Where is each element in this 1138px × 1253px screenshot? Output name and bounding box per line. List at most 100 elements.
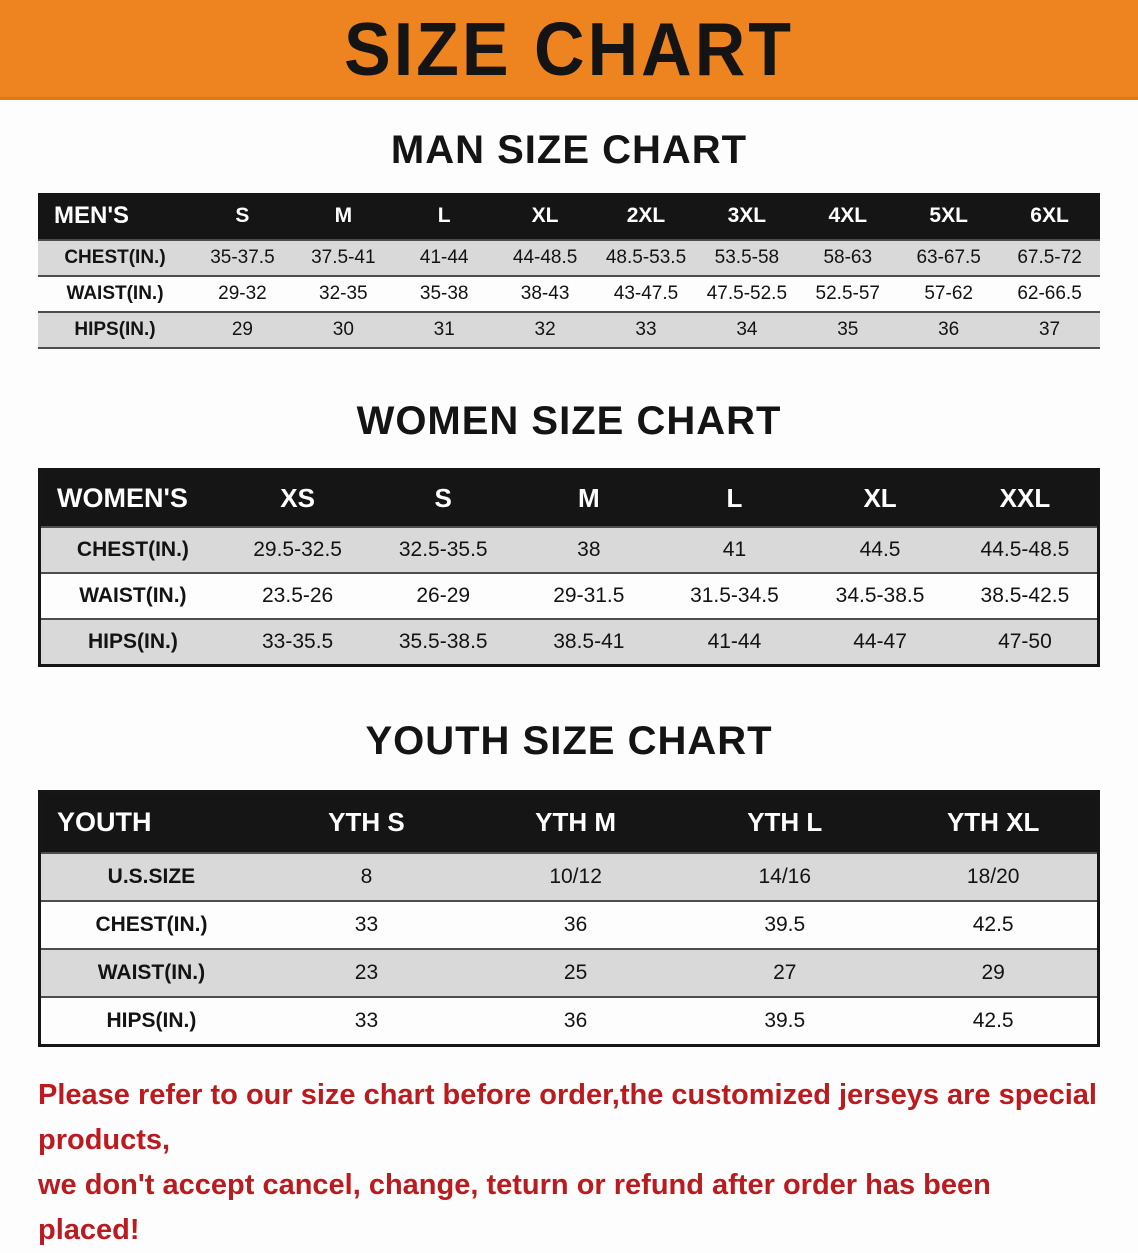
size-value-cell: 30 [332,319,354,340]
table-row: CHEST(IN.) 33 36 39.5 42.5 [39,901,1099,949]
size-value-cell: 23.5-26 [262,584,334,607]
size-value-cell: 14/16 [758,865,812,888]
measurement-label-cell: WAIST(IN.) [79,584,187,607]
size-column-header: 5XL [898,193,1000,240]
table-row: HIPS(IN.) 33-35.5 35.5-38.5 38.5-41 41-44 44-… [39,619,1099,666]
size-value-cell: 44-48.5 [512,247,578,268]
youth-size-section: YOUTH SIZE CHART YOUTH YTH S YTH M YTH L YTH… [0,719,1138,1047]
size-value-cell: 44.5-48.5 [980,538,1070,561]
size-value-cell: 41-44 [419,247,469,268]
size-column-header: YTH S [261,791,472,853]
size-column-header: M [292,193,394,240]
table-header-row: YOUTH YTH S YTH M YTH L YTH XL [39,791,1099,853]
measurement-label-cell: CHEST(IN.) [76,538,189,561]
measurement-label-cell: WAIST(IN.) [66,283,164,304]
size-column-header: XL [807,469,953,527]
size-value-cell: 36 [563,1009,588,1032]
size-value-cell: 38.5-41 [553,630,625,653]
size-value-cell: 23 [354,961,379,984]
size-value-cell: 26-29 [416,584,471,607]
measurement-label-cell: CHEST(IN.) [95,913,208,936]
size-value-cell: 67.5-72 [1017,247,1082,268]
size-value-cell: 47.5-52.5 [706,283,788,304]
size-value-cell: 31.5-34.5 [690,584,779,607]
size-value-cell: 35 [837,319,859,340]
size-value-cell: 38 [577,538,601,561]
size-value-cell: 29.5-32.5 [253,538,342,561]
size-value-cell: 32 [534,319,556,340]
disclaimer-line-1: Please refer to our size chart before or… [38,1079,1097,1156]
size-value-cell: 41 [722,538,747,561]
size-value-cell: 36 [563,913,588,936]
size-value-cell: 57-62 [924,283,973,304]
measurement-label-cell: HIPS(IN.) [87,630,178,653]
table-row: WAIST(IN.) 29-32 32-35 35-38 38-43 43-47.5 47.… [38,276,1100,312]
women-section-heading: WOMEN SIZE CHART [356,399,782,443]
table-title-cell: MEN'S [38,193,192,240]
size-column-header: YTH XL [889,791,1099,853]
table-row: HIPS(IN.) 29 30 31 32 33 34 35 36 37 [38,312,1100,348]
table-row: CHEST(IN.) 35-37.5 37.5-41 41-44 44-48.5 48.5… [38,240,1100,276]
size-value-cell: 48.5-53.5 [605,247,687,268]
size-value-cell: 38-43 [520,283,570,304]
size-value-cell: 29-32 [218,283,267,304]
size-value-cell: 25 [563,961,588,984]
table-row: WAIST(IN.) 23 25 27 29 [39,949,1099,997]
youth-size-table: YOUTH YTH S YTH M YTH L YTH XL U.S.SIZE 8 10/12… [38,790,1100,1047]
size-value-cell: 52.5-57 [815,283,880,304]
size-value-cell: 32.5-35.5 [398,538,488,561]
size-value-cell: 38.5-42.5 [980,584,1070,607]
size-column-header: 2XL [595,193,697,240]
size-value-cell: 37.5-41 [311,247,376,268]
page-title: SIZE CHART [344,6,794,91]
size-value-cell: 42.5 [972,913,1014,936]
size-value-cell: 63-67.5 [916,247,981,268]
size-value-cell: 53.5-58 [714,247,780,268]
women-size-table: WOMEN'S XS S M L XL XXL CHEST(IN.) 29.5-32.5 32.5… [38,468,1100,667]
measurement-label-cell: U.S.SIZE [107,865,196,888]
men-size-table: MEN'S S M L XL 2XL 3XL 4XL 5XL 6XL CHEST(IN.) 35-37… [38,193,1100,349]
size-value-cell: 36 [938,319,960,340]
men-size-section: MAN SIZE CHART MEN'S S M L XL 2XL 3XL 4XL 5XL 6XL… [0,128,1138,349]
size-value-cell: 39.5 [764,1009,806,1032]
size-value-cell: 34.5-38.5 [835,584,925,607]
size-column-header: XS [224,469,371,527]
size-value-cell: 18/20 [966,865,1020,888]
table-row: U.S.SIZE 8 10/12 14/16 18/20 [39,853,1099,901]
size-value-cell: 41-44 [707,630,762,653]
size-value-cell: 10/12 [549,865,602,888]
measurement-label-cell: HIPS(IN.) [74,319,156,340]
size-value-cell: 34 [736,319,758,340]
size-value-cell: 31 [433,319,455,340]
size-value-cell: 62-66.5 [1017,283,1082,304]
size-column-header: XL [494,193,596,240]
size-value-cell: 33-35.5 [262,630,334,653]
size-value-cell: 35-38 [419,283,469,304]
size-value-cell: 33 [635,319,657,340]
size-value-cell: 8 [360,865,373,888]
size-column-header: YTH M [471,791,681,853]
size-column-header: 3XL [696,193,798,240]
size-column-header: L [661,469,808,527]
table-row: WAIST(IN.) 23.5-26 26-29 29-31.5 31.5-34.5 34… [39,573,1099,619]
size-value-cell: 44-47 [853,630,907,653]
table-title-cell: WOMEN'S [39,469,225,527]
size-value-cell: 58-63 [823,247,873,268]
size-value-cell: 37 [1038,319,1061,340]
women-size-section: WOMEN SIZE CHART WOMEN'S XS S M L XL XXL CHEST(… [0,399,1138,667]
table-header-row: MEN'S S M L XL 2XL 3XL 4XL 5XL 6XL [38,193,1100,240]
size-value-cell: 33 [354,1009,379,1032]
measurement-label-cell: CHEST(IN.) [64,247,166,268]
size-value-cell: 44.5 [859,538,901,561]
size-value-cell: 29 [981,961,1005,984]
banner: SIZE CHART [0,0,1138,100]
size-value-cell: 27 [773,961,797,984]
size-value-cell: 32-35 [319,283,368,304]
size-value-cell: 29 [231,319,253,340]
size-value-cell: 29-31.5 [553,584,625,607]
size-value-cell: 43-47.5 [613,283,679,304]
measurement-label-cell: HIPS(IN.) [106,1009,197,1032]
size-value-cell: 35.5-38.5 [398,630,488,653]
measurement-label-cell: WAIST(IN.) [97,961,206,984]
men-section-heading: MAN SIZE CHART [390,128,748,172]
